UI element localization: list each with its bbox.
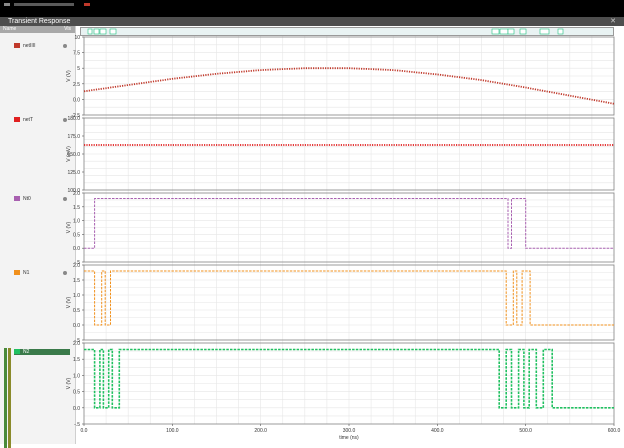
legend-label: Nt0 (23, 196, 31, 202)
x-axis-label: time (ns) (339, 435, 359, 441)
legend-item-nett[interactable]: netT (14, 117, 67, 123)
visibility-icon[interactable] (63, 118, 67, 122)
legend-item-nt0[interactable]: Nt0 (14, 196, 67, 202)
series-line-n2 (84, 348, 614, 409)
grid (83, 36, 615, 424)
panel-netiiii: 107.552.50.0-2.5V (V) (66, 35, 615, 119)
titlebar-accent (84, 3, 90, 6)
x-tick-label: 300.0 (343, 428, 356, 434)
app-icon (4, 3, 10, 6)
panel-frame (83, 342, 615, 425)
series-line-nt0 (84, 198, 614, 249)
legend-label: N2 (23, 349, 30, 355)
legend-swatch (14, 43, 20, 48)
x-tick-label: 400.0 (431, 428, 444, 434)
legend-swatch (14, 117, 20, 122)
legend-selection-bar (4, 348, 7, 448)
legend-label: netT (23, 117, 34, 123)
x-tick-label: 100.0 (166, 428, 179, 434)
legend-header-label: Name (3, 26, 17, 32)
panel-frame (83, 117, 615, 191)
navigator-strip[interactable] (80, 27, 614, 36)
legend-label: N1 (23, 270, 30, 276)
legend-item-netiiii[interactable]: netIIII (14, 43, 67, 49)
visibility-icon[interactable] (63, 271, 67, 275)
legend-panel: Name Vis netIIII netT Nt0 N1 N2 (0, 26, 76, 448)
window-titlebar (0, 0, 624, 17)
x-tick-label: 200.0 (254, 428, 267, 434)
plot-header: Transient Response ✕ (0, 17, 624, 26)
series-line-n1 (84, 270, 614, 326)
legend-swatch (14, 349, 20, 354)
panel-n2: 2.01.51.00.50.0-.5V (V) (66, 341, 615, 428)
series-line-netiiii (83, 67, 615, 105)
legend-item-n2[interactable]: N2 (14, 349, 70, 355)
legend-label: netIIII (23, 43, 36, 49)
close-icon[interactable]: ✕ (610, 18, 616, 25)
panel-frame (83, 192, 615, 263)
x-tick-label: 500.0 (519, 428, 532, 434)
legend-swatch (14, 270, 20, 275)
legend-item-n1[interactable]: N1 (14, 270, 67, 276)
x-axis: 0.0 100.0 200.0 300.0 400.0 500.0 600.0 time (n… (81, 424, 621, 441)
titlebar-text-blur (14, 3, 74, 6)
visibility-icon[interactable] (63, 197, 67, 201)
panel-nt0: 2.01.51.00.50.0-.5V (V) (66, 191, 615, 266)
legend-header-vis: Vis (64, 26, 71, 32)
panel-frame (83, 36, 615, 116)
panel-frame (83, 264, 615, 341)
x-tick-label: 600.0 (608, 428, 621, 434)
plot-title: Transient Response (8, 18, 71, 25)
y-tick-label: 5 (77, 66, 80, 72)
visibility-icon[interactable] (63, 44, 67, 48)
legend-scroll-bar[interactable] (8, 348, 11, 448)
legend-swatch (14, 196, 20, 201)
panel-n1: 2.01.51.00.50.0-.5V (V) (66, 263, 615, 344)
x-tick-label: 0.0 (81, 428, 88, 434)
legend-header: Name Vis (0, 26, 75, 33)
